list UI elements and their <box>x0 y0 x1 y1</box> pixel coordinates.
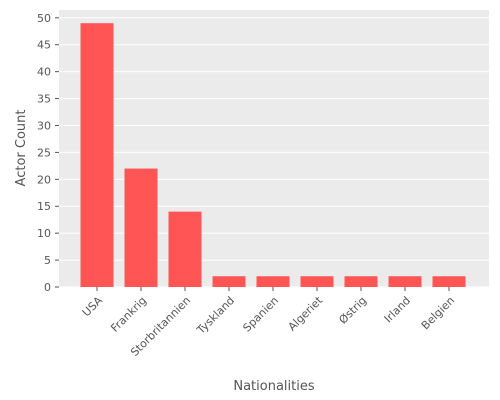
y-tick-label: 45 <box>37 39 51 52</box>
bar-østrig <box>344 276 378 287</box>
x-tick-label: Østrig <box>336 294 369 327</box>
bar-tyskland <box>212 276 246 287</box>
bar-spanien <box>256 276 290 287</box>
y-tick-label: 20 <box>37 173 51 186</box>
y-tick-label: 40 <box>37 66 51 79</box>
bars <box>80 23 466 287</box>
y-tick-label: 50 <box>37 12 51 25</box>
x-tick-label: Frankrig <box>108 294 149 335</box>
x-tick-label: Tyskland <box>194 294 237 337</box>
y-tick-label: 30 <box>37 119 51 132</box>
bar-frankrig <box>124 168 158 287</box>
y-tick-label: 25 <box>37 146 51 159</box>
plot-panel <box>59 10 489 287</box>
y-tick-label: 35 <box>37 93 51 106</box>
x-tick-label: USA <box>80 294 106 320</box>
x-axis-title: Nationalities <box>233 379 314 394</box>
y-tick-label: 10 <box>37 227 51 240</box>
y-axis-title: Actor Count <box>14 110 29 187</box>
y-tick-label: 0 <box>44 281 51 294</box>
y-tick-label: 5 <box>44 254 51 267</box>
x-tick-label: Irland <box>382 294 413 325</box>
bar-irland <box>388 276 422 287</box>
bar-storbritannien <box>168 211 202 287</box>
bar-algeriet <box>300 276 334 287</box>
bar-belgien <box>432 276 466 287</box>
y-tick-label: 15 <box>37 200 51 213</box>
x-tick-label: Algeriet <box>286 293 326 333</box>
y-tick-labels: 0 5 10 15 20 25 30 35 40 45 50 <box>37 12 59 294</box>
bar-usa <box>80 23 114 287</box>
x-tick-label: Spanien <box>240 294 281 335</box>
x-tick-label: Belgien <box>419 294 457 332</box>
